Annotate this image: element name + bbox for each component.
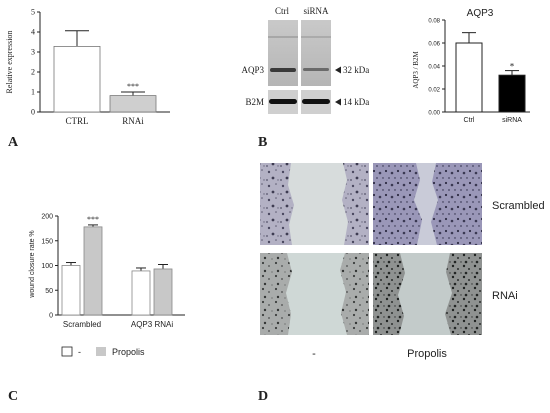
micrograph-scrambled-propolis [373,163,482,245]
panel-c-y-tick-label: 100 [41,263,53,270]
legend-label-propolis: Propolis [112,347,145,357]
panel-c-bar [61,265,81,316]
blot-lane-ctrl-upper [268,20,298,86]
blot-lane-label-ctrl: Ctrl [275,6,290,16]
blot-marker-32kda: 32 kDa [343,65,369,75]
panel-d: Scrambled RNAi - Propolis D [258,163,545,404]
blot-row-label-aqp3: AQP3 [241,65,264,75]
blot-lane-label-sirna: siRNA [303,6,329,16]
micrograph-rnai-propolis [373,253,482,335]
panel-d-col-label-control: - [312,348,316,360]
panel-b-y-tick-label: 0.08 [428,19,440,25]
panel-c-legend: - Propolis [61,346,145,357]
blot-marker-14kda: 14 kDa [343,97,369,107]
blot-row-label-b2m: B2M [245,97,264,107]
marker-arrow-icon [335,66,341,74]
panel-c-letter: C [8,389,18,404]
panel-a-y-tick-label: 0 [31,108,35,117]
panel-c-y-tick-label: 200 [41,214,53,221]
panel-c-y-tick-label: 0 [49,313,53,320]
panel-b-ylabel: AQP3 / B2M [412,51,420,89]
panel-c: 0 50 100 150 200 *** Scrambled AQP3 RNAi wound… [8,214,185,404]
panel-b-y-tick-label: 0.04 [428,65,440,71]
blot-band-nonspecific [301,36,331,38]
panel-a-y-tick-label: 3 [31,48,35,57]
micrograph-rnai-control [260,253,369,335]
blot-band-aqp3-sirna [303,68,329,71]
panel-a-y-tick-label: 4 [31,28,35,37]
panel-a-bar-rnai [109,95,157,113]
blot-band-b2m-ctrl [269,99,297,104]
panel-a-x-tick-label: CTRL [65,116,88,126]
panel-b: Ctrl siRNA AQP3 B2M 32 kDa 14 kDa [241,6,530,150]
panel-d-row-label-scrambled: Scrambled [492,200,545,212]
panel-a-y-tick-label: 2 [31,68,35,77]
panel-b-chart-title: AQP3 [467,8,494,19]
blot-band-b2m-sirna [302,99,330,104]
micrograph-scrambled-control [260,163,369,245]
panel-d-col-label-propolis: Propolis [407,348,447,360]
panel-a-marks: CTRL RNAi *** [53,30,157,126]
legend-label-control: - [78,347,81,357]
western-blot: Ctrl siRNA AQP3 B2M 32 kDa 14 kDa [241,6,369,114]
legend-swatch-control [61,346,73,357]
panel-a-y-tick-label: 1 [31,88,35,97]
marker-arrow-icon [335,98,341,106]
panel-a-y-tick-label: 5 [31,8,35,17]
panel-b-letter: B [258,135,267,150]
panel-c-x-tick-label: AQP3 RNAi [131,320,173,329]
panel-c-y-tick-label: 50 [45,288,53,295]
panel-c-bar [131,270,151,316]
panel-b-x-tick-label: Ctrl [464,117,475,124]
panel-c-significance-label: *** [87,215,99,224]
panel-a-x-tick-label: RNAi [122,116,144,126]
legend-swatch-propolis [96,347,106,356]
panel-c-bar [153,268,173,316]
blot-band-nonspecific [268,36,298,38]
panel-d-row-label-rnai: RNAi [492,290,518,302]
panel-a-bar-ctrl [53,46,101,113]
panel-b-x-tick-label: siRNA [502,117,522,124]
blot-lane-sirna-upper [301,20,331,86]
panel-b-significance-label: * [510,62,515,72]
panel-c-marks: *** Scrambled AQP3 RNAi [61,215,173,329]
panel-a: 0 1 2 3 4 5 CTRL RNAi *** Relative expression A [5,8,170,150]
panel-d-letter: D [258,389,268,404]
panel-c-y-tick-label: 150 [41,238,53,245]
panel-c-bar [83,226,103,316]
panel-b-marks: Ctrl siRNA * [455,32,526,124]
panel-b-y-tick-label: 0.00 [428,111,440,117]
panel-b-y-tick-label: 0.06 [428,42,440,48]
panel-b-bar-sirna [498,74,526,113]
panel-c-ylabel: wound closure rate % [29,230,36,298]
panel-a-ylabel: Relative expression [5,31,14,94]
panel-b-y-tick-label: 0.02 [428,88,440,94]
blot-band-aqp3-ctrl [270,68,296,72]
panel-c-x-tick-label: Scrambled [63,320,101,329]
panel-a-significance-label: *** [127,82,139,91]
panel-a-letter: A [8,135,19,150]
panel-b-bar-ctrl [455,42,483,113]
